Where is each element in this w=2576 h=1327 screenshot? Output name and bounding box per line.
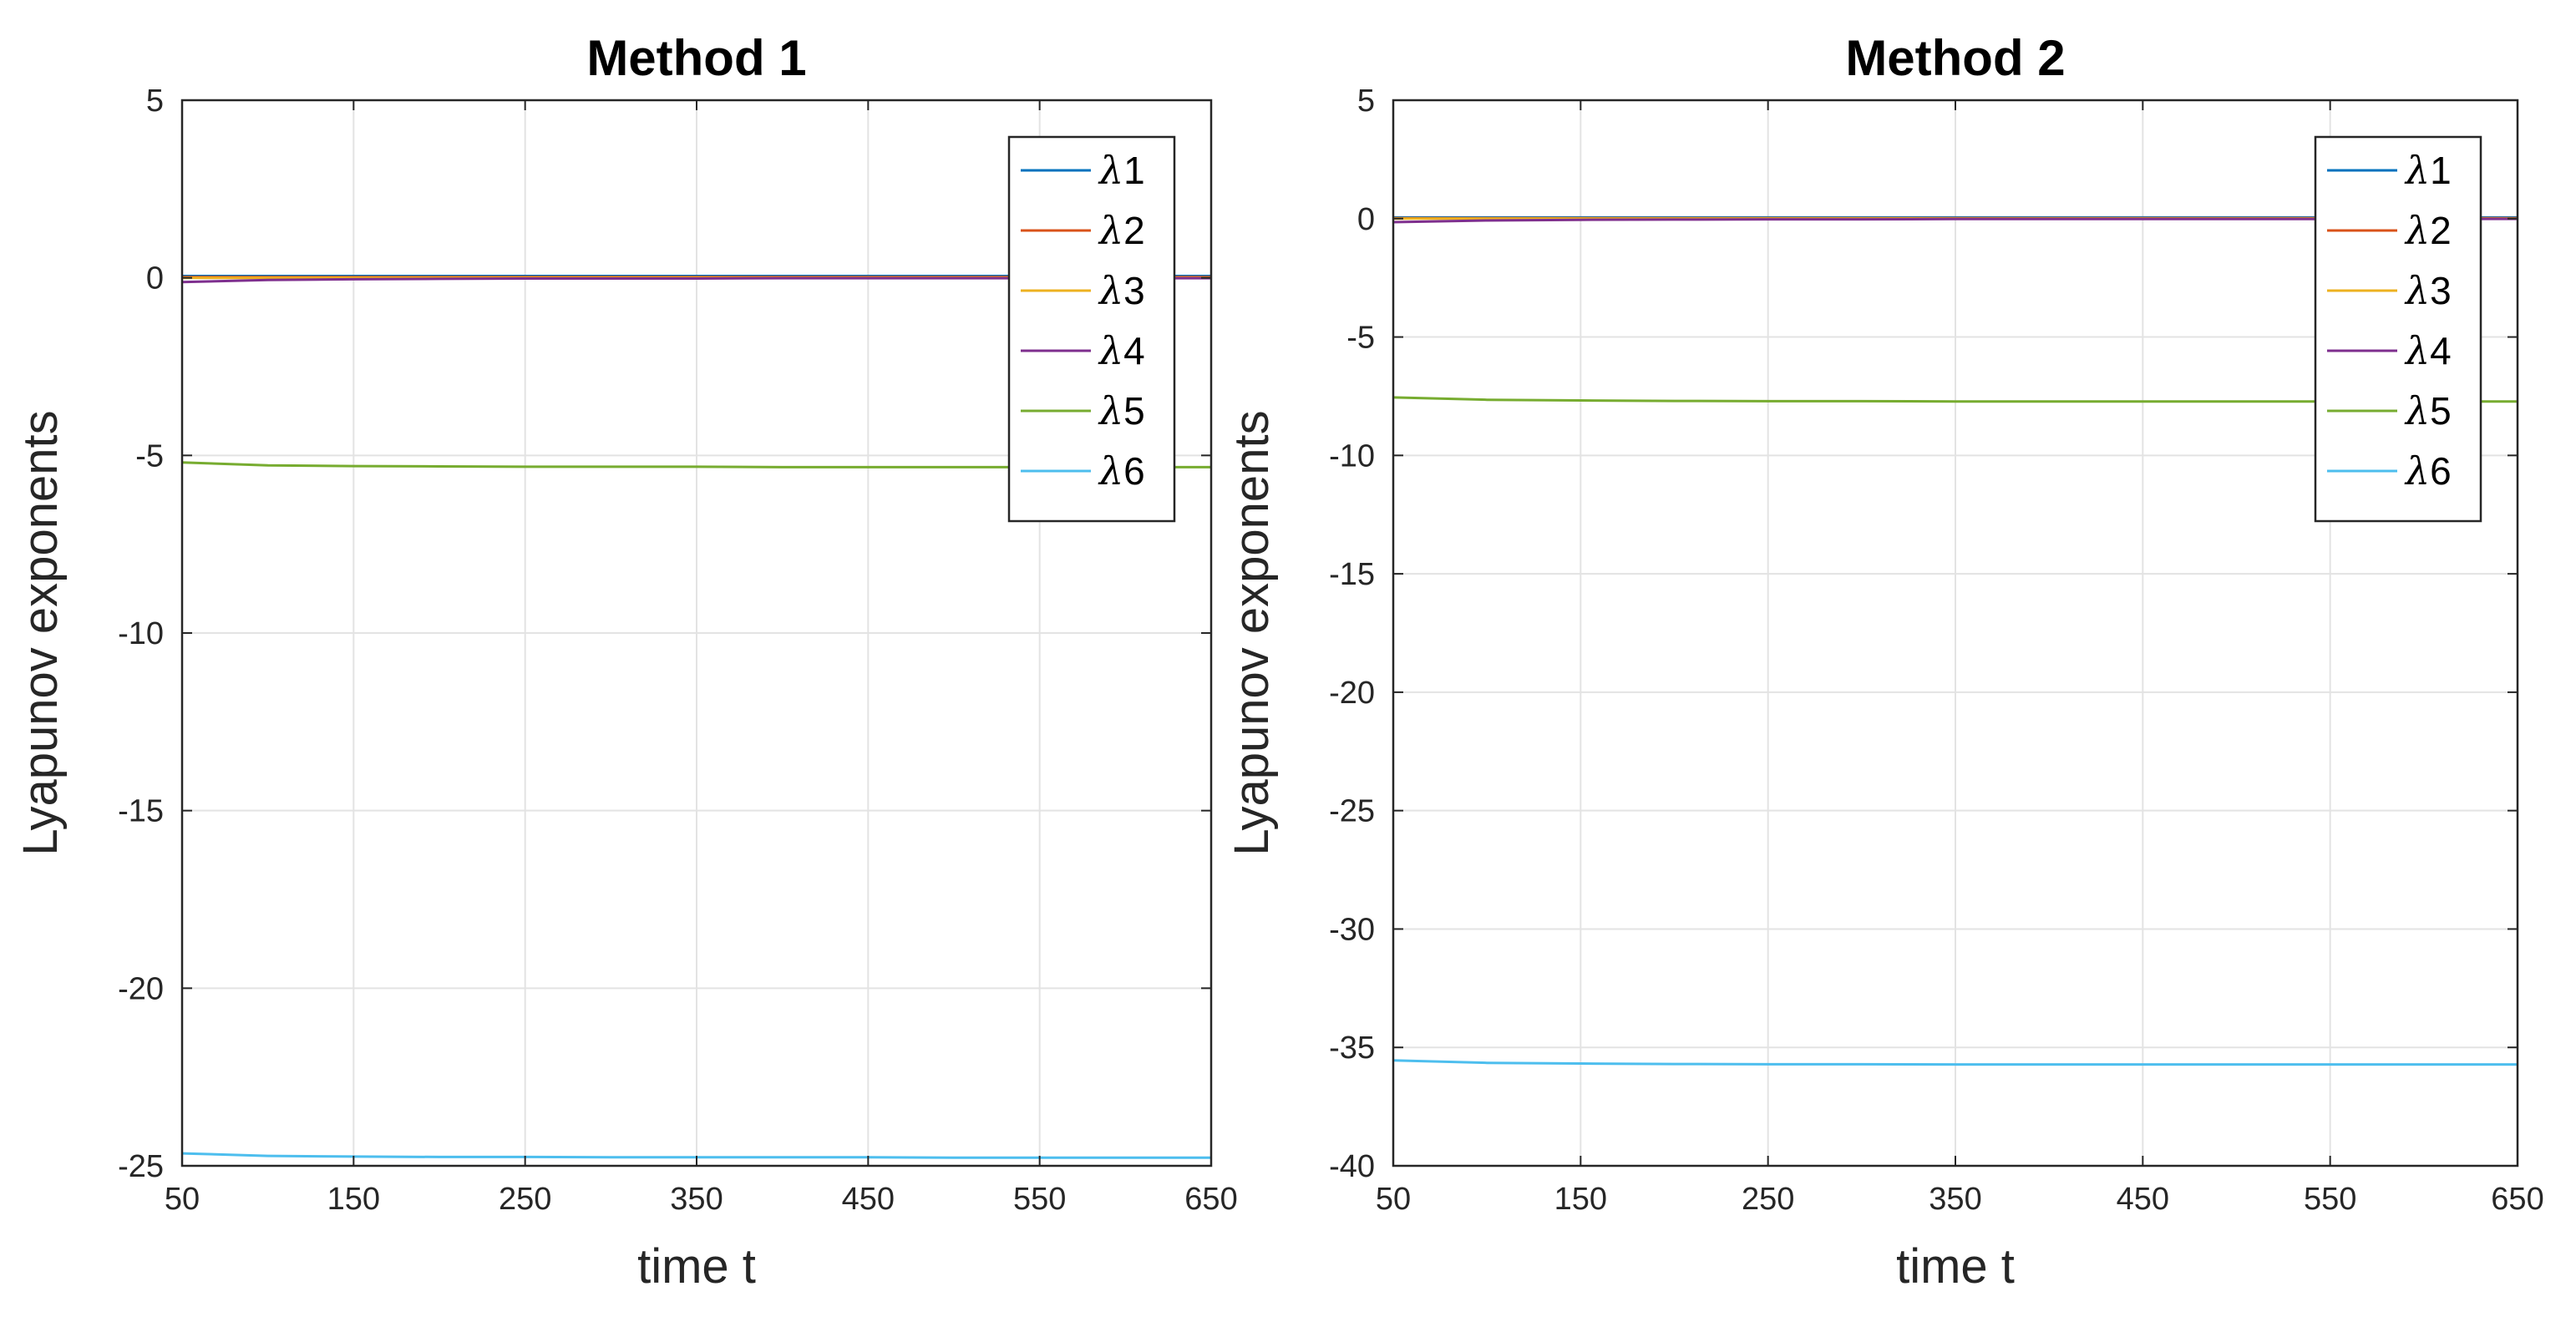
x-tick-label: 50	[165, 1182, 200, 1217]
y-tick-label: -5	[1346, 321, 1375, 356]
y-tick-label: -15	[118, 794, 164, 829]
x-tick-label: 150	[327, 1182, 380, 1217]
y-tick-label: -10	[118, 616, 164, 651]
legend-label-4: λ4	[1098, 328, 1145, 373]
legend-label-6: λ6	[2404, 448, 2452, 494]
y-axis-label: Lyapunov exponents	[13, 410, 68, 855]
legend-label-4: λ4	[2404, 328, 2452, 373]
legend-label-6: λ6	[1098, 448, 1145, 494]
y-tick-label: 0	[1357, 202, 1375, 237]
y-tick-label: -20	[1329, 676, 1375, 711]
y-tick-label: -25	[1329, 794, 1375, 829]
chart-title: Method 1	[586, 30, 806, 86]
x-tick-label: 450	[2117, 1182, 2169, 1217]
y-tick-label: -10	[1329, 438, 1375, 474]
series-line-6	[1392, 1059, 2518, 1066]
y-tick-label: -25	[118, 1149, 164, 1184]
y-tick-label: -20	[118, 971, 164, 1006]
y-tick-label: 5	[1357, 84, 1375, 119]
x-tick-label: 550	[2304, 1182, 2356, 1217]
x-axis-label: time t	[637, 1239, 756, 1294]
legend: λ1 λ2 λ3 λ4 λ5 λ6	[2314, 135, 2482, 523]
x-tick-label: 350	[670, 1182, 723, 1217]
x-tick-label: 450	[842, 1182, 895, 1217]
chart-title: Method 2	[1845, 30, 2065, 86]
x-tick-label: 650	[1184, 1182, 1237, 1217]
x-tick-label: 50	[1376, 1182, 1411, 1217]
y-tick-label: -35	[1329, 1031, 1375, 1066]
legend-label-2: λ2	[1098, 208, 1145, 253]
y-axis-label: Lyapunov exponents	[1225, 410, 1279, 855]
x-tick-label: 650	[2491, 1182, 2543, 1217]
legend-box	[1007, 135, 1176, 523]
legend-label-3: λ3	[2404, 268, 2452, 313]
y-tick-label: -30	[1329, 912, 1375, 947]
x-tick-label: 350	[1929, 1182, 1981, 1217]
legend-label-2: λ2	[2404, 208, 2452, 253]
y-tick-label: 0	[146, 261, 164, 296]
x-tick-label: 250	[1742, 1182, 1794, 1217]
y-tick-label: -15	[1329, 557, 1375, 592]
legend-label-5: λ5	[2404, 388, 2452, 433]
chart-panel-2: 50 150 250 350 450 550 65050-5-10-15-20-25-30-…	[1225, 30, 2544, 1294]
legend-label-1: λ1	[1098, 148, 1145, 193]
x-tick-label: 150	[1554, 1182, 1607, 1217]
y-tick-label: 5	[146, 84, 164, 119]
chart-panel-1: 50 150 250 350 450 550 65050-5-10-15-20-25Meth…	[13, 30, 1238, 1294]
legend-label-3: λ3	[1098, 268, 1145, 313]
legend-label-1: λ1	[2404, 148, 2452, 193]
x-tick-label: 250	[499, 1182, 551, 1217]
legend: λ1 λ2 λ3 λ4 λ5 λ6	[1007, 135, 1176, 523]
legend-label-5: λ5	[1098, 388, 1145, 433]
y-tick-label: -40	[1329, 1149, 1375, 1184]
x-tick-label: 550	[1013, 1182, 1066, 1217]
y-tick-label: -5	[135, 438, 164, 474]
legend-box	[2314, 135, 2482, 523]
x-axis-label: time t	[1896, 1239, 2015, 1294]
